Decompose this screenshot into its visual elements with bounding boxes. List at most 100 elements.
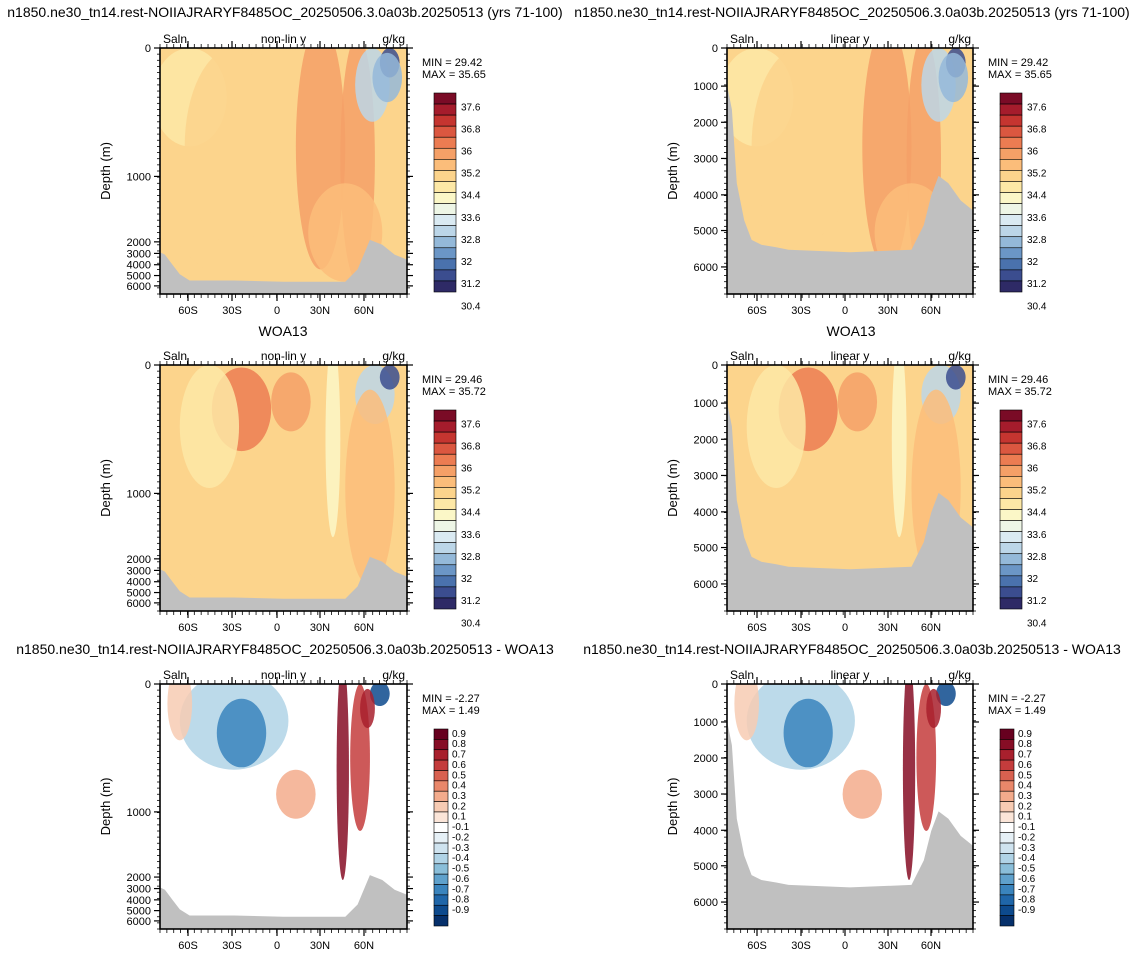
x-tick-label: 60N [354,940,374,952]
colorbar-box [999,801,1015,813]
colorbar-box [999,170,1023,182]
colorbar-box [999,531,1023,543]
colorbar-label: 37.6 [1027,419,1047,430]
x-tick-label: 60S [178,305,198,317]
colorbar-box [999,147,1023,160]
seafloor-land [160,556,407,611]
y-tick-label: 4000 [694,190,718,202]
axis-type-label: linear y [831,32,870,46]
colorbar-box [433,476,457,488]
colorbar-label: -0.7 [1018,884,1036,895]
y-tick-label: 5000 [694,861,718,873]
x-tick-label: 60S [747,622,767,634]
y-tick-label: 6000 [127,598,151,610]
colorbar-box [433,915,449,927]
colorbar-label: 36.8 [1027,124,1047,135]
colorbar-label: 0.7 [1018,750,1032,761]
colorbar-box [999,280,1023,293]
colorbar-box [433,170,457,182]
colorbar-label: 0.8 [1018,739,1032,750]
colorbar-label: -0.6 [452,874,470,885]
colorbar-box [999,464,1023,477]
y-tick-label: 0 [145,43,151,55]
colorbar: 0.90.80.70.60.50.40.30.20.1-0.1-0.2-0.3-… [999,728,1036,927]
seafloor-land [727,401,973,611]
field-contour-5 [945,365,966,390]
colorbar-label: 33.6 [461,530,481,541]
colorbar-box [999,453,1023,466]
colorbar-label: 32.8 [1027,235,1047,246]
colorbar-label: -0.3 [452,843,470,854]
y-tick-label: 3000 [127,884,151,896]
x-tick-label: 30N [310,622,330,634]
panel-5: Saln linear y g/kg 0 1000 2000 3000 4000 5000 600… [665,668,1046,952]
colorbar-box [433,453,457,466]
x-tick-label: 60S [747,940,767,952]
colorbar-box [999,597,1023,610]
stat-max: MAX = 1.49 [422,705,480,717]
field-contour-7 [734,684,759,741]
x-tick-label: 60S [178,622,198,634]
colorbar-label: -0.5 [1018,864,1036,875]
seafloor-land [727,84,973,294]
colorbar-box [999,520,1023,532]
colorbar-box [999,575,1023,588]
y-tick-label: 2000 [127,554,151,566]
field-contour-2 [842,769,882,819]
stat-min: MIN = -2.27 [988,693,1046,705]
panel-1: Saln linear y g/kg 0 1000 2000 3000 4000 5000 600… [665,32,1052,317]
y-tick-label: 1000 [694,717,718,729]
y-tick-label: 0 [145,679,151,691]
colorbar-box [433,801,449,813]
colorbar-box [999,103,1023,116]
colorbar-label: -0.3 [1018,843,1036,854]
salinity-field [727,365,973,611]
x-tick-label: 0 [274,622,280,634]
field-contour-6 [325,365,341,538]
colorbar-box [999,442,1023,455]
colorbar-box [433,225,457,238]
colorbar-box [433,258,457,271]
salinity-field [727,684,973,929]
obs-title-right: WOA13 [826,323,875,339]
colorbar-box [999,586,1023,599]
y-tick-label: 4000 [694,507,718,519]
colorbar-label: 33.6 [461,213,481,224]
units-label: g/kg [948,349,971,363]
colorbar-label: 34.4 [1027,191,1047,202]
colorbar-label: 0.9 [1018,729,1032,740]
colorbar-box [999,822,1015,833]
colorbar-box [433,575,457,588]
colorbar-box [433,770,449,782]
units-label: g/kg [382,32,405,46]
colorbar-box [999,915,1015,927]
colorbar-box [433,181,457,193]
y-tick-label: 3000 [694,153,718,165]
field-contour-5 [936,684,956,707]
colorbar-box [433,192,457,204]
colorbar-box [433,125,457,138]
stat-min: MIN = 29.46 [422,374,482,386]
variable-label: Saln [730,349,754,363]
colorbar-label: 0.6 [452,760,466,771]
colorbar-box [999,873,1015,885]
x-tick-label: 30N [310,940,330,952]
x-tick-label: 60N [921,622,941,634]
x-tick-label: 0 [842,622,848,634]
colorbar-box [999,203,1023,215]
y-tick-label: 5000 [694,543,718,555]
stat-max: MAX = 35.65 [988,69,1052,81]
y-tick-label: 0 [712,679,718,691]
x-tick-label: 30S [222,940,242,952]
colorbar-box [999,853,1015,865]
model-title-left: n1850.ne30_tn14.rest-NOIIAJRARYF8485OC_2… [7,4,562,20]
salinity-field [160,48,407,294]
stat-max: MAX = 35.65 [422,69,486,81]
colorbar-box [999,894,1015,906]
y-tick-label: 4000 [127,577,151,589]
colorbar-box [433,247,457,260]
variable-label: Saln [163,32,187,46]
x-tick-label: 60N [921,940,941,952]
colorbar-box [433,442,457,455]
